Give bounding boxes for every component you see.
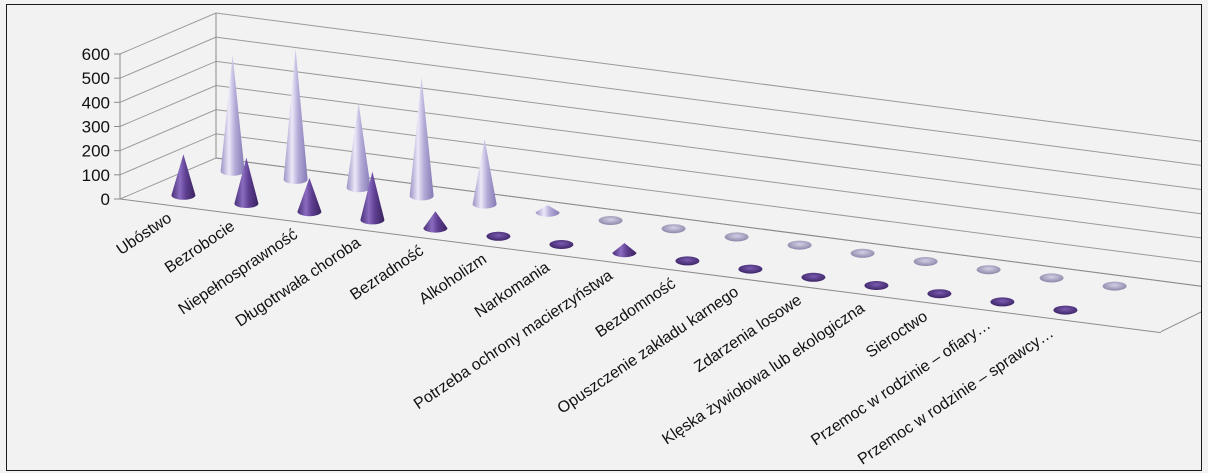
category-label: Sieroctwo xyxy=(863,308,931,361)
cone xyxy=(486,231,511,241)
cone-body xyxy=(612,243,637,258)
cone-base-disk xyxy=(913,257,938,267)
cone xyxy=(220,55,245,176)
cone-base-disk xyxy=(724,232,749,242)
cone-body xyxy=(346,103,371,193)
x-axis: UbóstwoBezrobocieNiepełnosprawnośćDługot… xyxy=(114,198,1161,468)
cone-base-disk xyxy=(598,216,623,226)
y-tick-label: 300 xyxy=(82,118,110,137)
cone-body xyxy=(234,157,259,209)
cone xyxy=(787,240,812,250)
gridline xyxy=(119,109,1201,239)
y-tick-label: 400 xyxy=(82,93,110,112)
gridline xyxy=(119,60,1201,191)
cone xyxy=(724,232,749,242)
cone xyxy=(976,265,1001,275)
cone-base-disk xyxy=(675,256,700,266)
floor-back-edge xyxy=(215,157,1201,287)
cone xyxy=(360,171,385,225)
y-tick-label: 600 xyxy=(82,45,110,64)
category-label: Alkoholizm xyxy=(416,251,490,308)
cone xyxy=(472,138,497,209)
y-tick-label: 200 xyxy=(82,142,110,161)
cone xyxy=(234,157,259,209)
cone-base-disk xyxy=(927,289,952,299)
category-label: Ubóstwo xyxy=(114,210,175,259)
cone xyxy=(297,177,322,217)
y-tick-label: 500 xyxy=(82,69,110,88)
cone-body xyxy=(535,205,560,217)
category-label: Bezrobocie xyxy=(162,218,238,277)
y-tick-label: 0 xyxy=(101,190,110,209)
chart-area: 0 100 200 300 400 500 600 Ubóstwo Bezrobocie Nie… xyxy=(6,4,1202,471)
cone-base-disk xyxy=(976,265,1001,275)
gridline xyxy=(119,157,1201,287)
cone xyxy=(549,240,574,250)
floor-right-edge xyxy=(1160,311,1201,333)
cone-base-disk xyxy=(486,231,511,241)
cone xyxy=(423,211,448,233)
grid-layer xyxy=(119,12,1201,333)
cone-base-disk xyxy=(738,264,763,274)
cone xyxy=(171,154,196,200)
cone-base-disk xyxy=(990,297,1015,307)
cone-base-disk xyxy=(801,272,826,282)
cones-layer xyxy=(171,49,1127,315)
gridline xyxy=(119,84,1201,215)
cone-base-disk xyxy=(1039,273,1064,283)
cone xyxy=(990,297,1015,307)
cone-base-disk xyxy=(850,248,875,258)
cone xyxy=(598,216,623,226)
category-label: Bezradność xyxy=(347,243,427,304)
cone xyxy=(612,243,637,258)
cone-base-disk xyxy=(1102,281,1127,291)
cone xyxy=(801,272,826,282)
cone-body xyxy=(472,138,497,209)
gridline xyxy=(119,12,1201,142)
cone xyxy=(661,224,686,234)
cone-chart: 0 100 200 300 400 500 600 UbóstwoBezrobocieNie… xyxy=(82,12,1201,468)
cone xyxy=(927,289,952,299)
cone xyxy=(1102,281,1127,291)
cone xyxy=(913,257,938,267)
cone xyxy=(864,281,889,291)
cone xyxy=(346,103,371,193)
cone-base-disk xyxy=(787,240,812,250)
cone xyxy=(535,205,560,217)
cone xyxy=(283,49,308,185)
cone-body xyxy=(220,55,245,176)
y-axis: 0 100 200 300 400 500 600 xyxy=(82,45,121,209)
cone-body xyxy=(171,154,196,200)
cone-base-disk xyxy=(1053,305,1078,315)
cone-body xyxy=(297,177,322,217)
gridline xyxy=(119,36,1201,166)
cone-base-disk xyxy=(661,224,686,234)
cone xyxy=(675,256,700,266)
cone-base-disk xyxy=(549,240,574,250)
cone xyxy=(1053,305,1078,315)
x-axis-line xyxy=(119,198,1161,334)
cone-body xyxy=(360,171,385,225)
y-tick-label: 100 xyxy=(82,166,110,185)
cone xyxy=(409,77,434,201)
cone-base-disk xyxy=(864,281,889,291)
cone-body xyxy=(423,211,448,233)
cone xyxy=(738,264,763,274)
cone-body xyxy=(409,77,434,201)
category-label: Długotrwała choroba xyxy=(233,234,364,330)
cone xyxy=(1039,273,1064,283)
cone xyxy=(850,248,875,258)
cone-body xyxy=(283,49,308,185)
